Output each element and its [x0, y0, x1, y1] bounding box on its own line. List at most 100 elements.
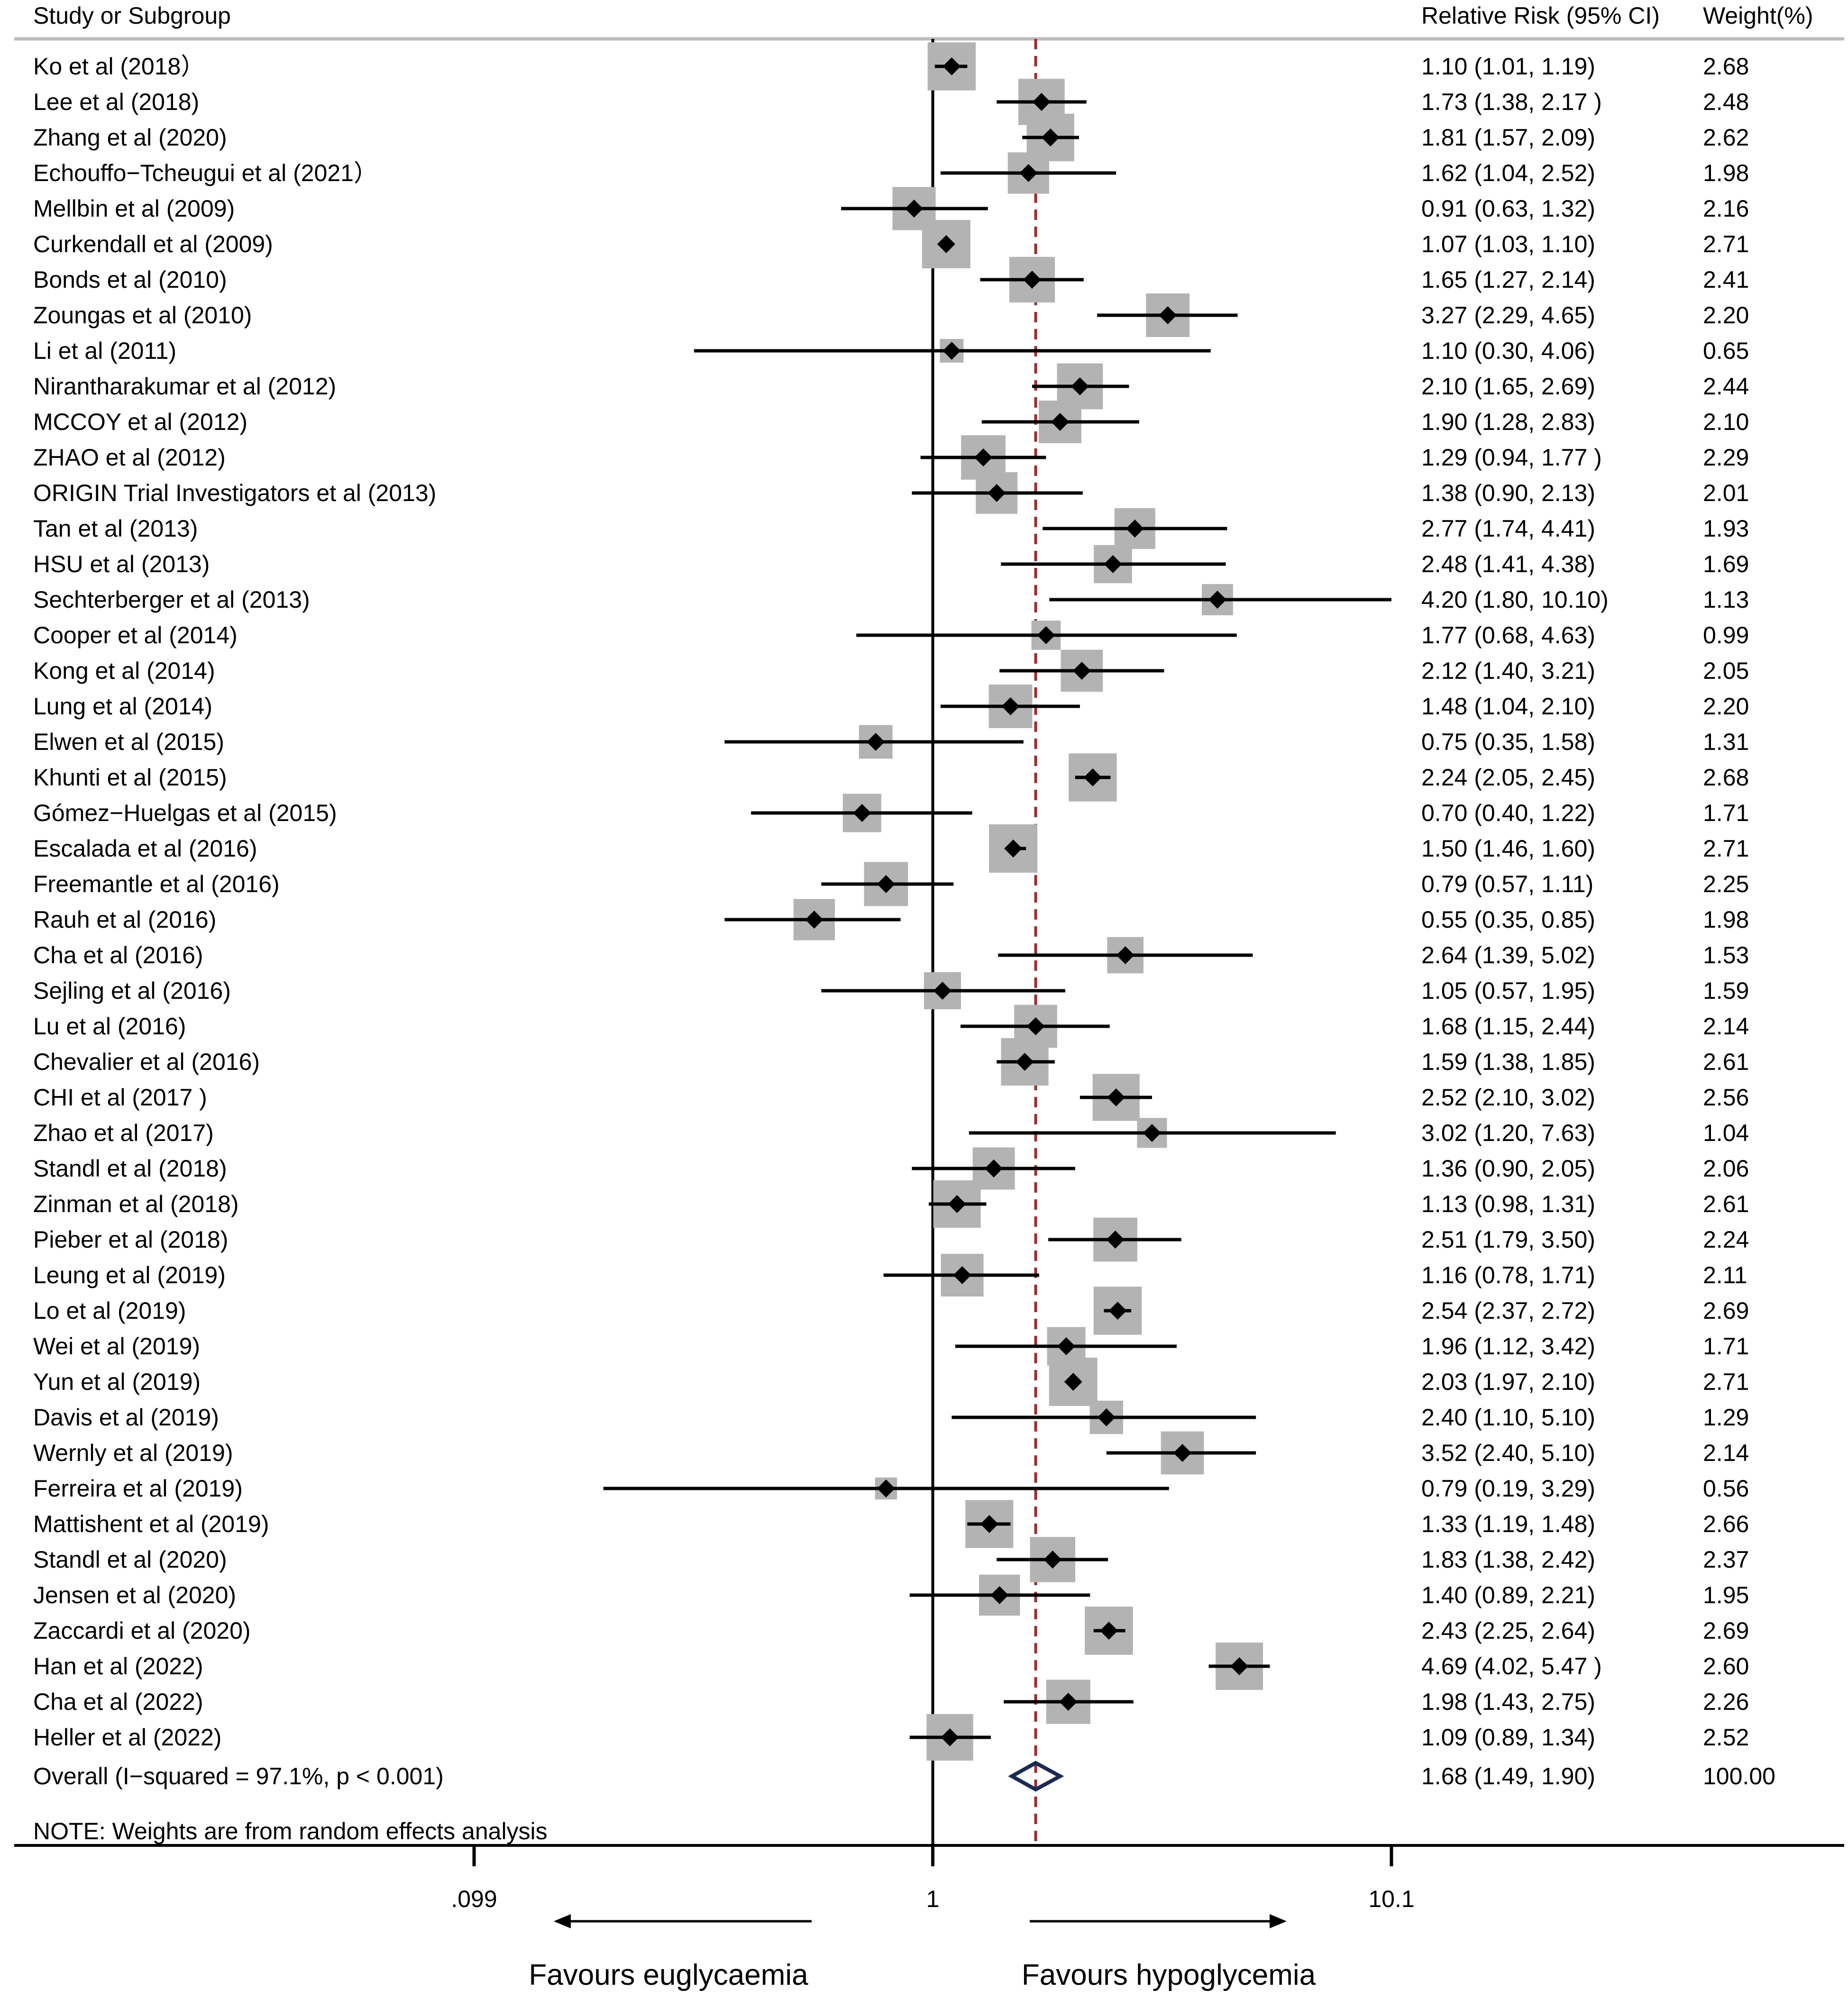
study-label: Sechterberger et al (2013) — [33, 586, 310, 613]
study-label: Cooper et al (2014) — [33, 622, 238, 648]
study-row: Gómez−Huelgas et al (2015) 0.70 (0.40, 1.… — [33, 794, 1749, 832]
weight-text: 1.04 — [1703, 1120, 1749, 1146]
ci-text: 1.59 (1.38, 1.85) — [1421, 1049, 1595, 1075]
arrow-right-head — [1270, 1914, 1287, 1928]
header-weight: Weight(%) — [1703, 2, 1813, 29]
estimate-marker — [1051, 413, 1070, 431]
study-label: Zhao et al (2017) — [33, 1120, 214, 1146]
estimate-marker — [1097, 1408, 1116, 1426]
weight-text: 1.13 — [1703, 586, 1749, 613]
estimate-marker — [1057, 1337, 1076, 1355]
weight-text: 1.93 — [1703, 515, 1749, 542]
study-row: Kong et al (2014) 2.12 (1.40, 3.21) 2.05 — [33, 649, 1749, 692]
study-row: Rauh et al (2016) 0.55 (0.35, 0.85) 1.98 — [33, 899, 1749, 940]
study-label: Zinman et al (2018) — [33, 1191, 239, 1217]
study-label: Elwen et al (2015) — [33, 729, 224, 755]
study-label: Mellbin et al (2009) — [33, 195, 235, 222]
study-row: Sejling et al (2016) 1.05 (0.57, 1.95) 1.5… — [33, 972, 1749, 1010]
ci-text: 1.13 (0.98, 1.31) — [1421, 1191, 1595, 1217]
study-row: Mattishent et al (2019) 1.33 (1.19, 1.48)… — [33, 1500, 1749, 1548]
weight-text: 2.10 — [1703, 409, 1749, 435]
weight-text: 1.69 — [1703, 551, 1749, 577]
ci-text: 1.33 (1.19, 1.48) — [1421, 1511, 1595, 1537]
ci-text: 4.20 (1.80, 10.10) — [1421, 586, 1609, 613]
weight-text: 1.31 — [1703, 729, 1749, 755]
weight-text: 2.37 — [1703, 1546, 1749, 1573]
ci-text: 0.75 (0.35, 1.58) — [1421, 729, 1595, 755]
estimate-marker — [1070, 377, 1089, 395]
study-label: Ferreira et al (2019) — [33, 1475, 243, 1502]
study-label: Sejling et al (2016) — [33, 977, 231, 1004]
weight-text: 2.44 — [1703, 373, 1749, 400]
ci-text: 2.52 (2.10, 3.02) — [1421, 1084, 1595, 1111]
weight-text: 2.66 — [1703, 1511, 1749, 1537]
ci-text: 2.40 (1.10, 5.10) — [1421, 1404, 1595, 1431]
study-label: MCCOY et al (2012) — [33, 409, 247, 435]
study-row: Lo et al (2019) 2.54 (2.37, 2.72) 2.69 — [33, 1287, 1749, 1335]
study-row: Escalada et al (2016) 1.50 (1.46, 1.60) 2.… — [33, 824, 1749, 873]
weight-text: 0.65 — [1703, 338, 1749, 364]
study-row: Lee et al (2018) 1.73 (1.38, 2.17 ) 2.48 — [33, 79, 1749, 125]
ci-text: 1.73 (1.38, 2.17 ) — [1421, 89, 1602, 115]
ci-text: 2.24 (2.05, 2.45) — [1421, 764, 1595, 791]
estimate-marker — [1043, 1551, 1062, 1569]
estimate-marker — [1023, 271, 1042, 289]
estimate-marker — [941, 1728, 959, 1746]
estimate-marker — [1143, 1124, 1161, 1142]
estimate-marker — [853, 804, 871, 822]
study-label: ORIGIN Trial Investigators et al (2013) — [33, 480, 436, 506]
estimate-marker — [1032, 93, 1051, 111]
study-row: Cha et al (2022) 1.98 (1.43, 2.75) 2.26 — [33, 1680, 1749, 1724]
estimate-marker — [867, 733, 885, 751]
weight-text: 1.71 — [1703, 800, 1749, 826]
study-row: Yun et al (2019) 2.03 (1.97, 2.10) 2.71 — [33, 1358, 1749, 1406]
study-rows: Ko et al (2018） 1.10 (1.01, 1.19) 2.68Lee … — [33, 42, 1749, 1761]
study-label: Zaccardi et al (2020) — [33, 1617, 251, 1644]
weight-text: 1.59 — [1703, 977, 1749, 1004]
ci-text: 1.09 (0.89, 1.34) — [1421, 1724, 1595, 1751]
weight-text: 2.41 — [1703, 266, 1749, 293]
weight-text: 2.25 — [1703, 871, 1749, 897]
study-row: Zaccardi et al (2020) 2.43 (2.25, 2.64) 2.… — [33, 1607, 1749, 1655]
estimate-marker — [980, 1515, 998, 1533]
header-relative-risk: Relative Risk (95% CI) — [1421, 2, 1660, 29]
estimate-marker — [1107, 1088, 1125, 1106]
estimate-marker — [877, 875, 895, 893]
ci-text: 2.10 (1.65, 2.69) — [1421, 373, 1595, 400]
study-label: Zhang et al (2020) — [33, 124, 227, 151]
ci-text: 0.70 (0.40, 1.22) — [1421, 800, 1595, 826]
estimate-marker — [1116, 946, 1134, 964]
ci-text: 1.38 (0.90, 2.13) — [1421, 480, 1595, 506]
overall-label: Overall (I−squared = 97.1%, p < 0.001) — [33, 1763, 444, 1789]
study-label: Standl et al (2018) — [33, 1155, 227, 1182]
weight-text: 2.61 — [1703, 1191, 1749, 1217]
ci-text: 1.48 (1.04, 2.10) — [1421, 693, 1595, 720]
weight-text: 1.98 — [1703, 160, 1749, 186]
study-label: Nirantharakumar et al (2012) — [33, 373, 336, 400]
study-row: Zhao et al (2017) 3.02 (1.20, 7.63) 1.04 — [33, 1118, 1749, 1148]
weight-text: 2.71 — [1703, 1369, 1749, 1395]
study-label: Cha et al (2022) — [33, 1689, 203, 1715]
ci-text: 2.64 (1.39, 5.02) — [1421, 942, 1595, 968]
study-row: Li et al (2011) 1.10 (0.30, 4.06) 0.65 — [33, 338, 1749, 364]
overall-weight: 100.00 — [1703, 1763, 1775, 1789]
ci-text: 4.69 (4.02, 5.47 ) — [1421, 1653, 1602, 1680]
study-label: HSU et al (2013) — [33, 551, 210, 577]
ci-text: 0.79 (0.57, 1.11) — [1421, 871, 1593, 897]
study-label: Ko et al (2018） — [33, 53, 204, 80]
ci-text: 1.36 (0.90, 2.05) — [1421, 1155, 1595, 1182]
study-row: Lung et al (2014) 1.48 (1.04, 2.10) 2.20 — [33, 685, 1749, 728]
ci-text: 1.29 (0.94, 1.77 ) — [1421, 444, 1602, 471]
study-row: Sechterberger et al (2013) 4.20 (1.80, 10… — [33, 584, 1749, 615]
weight-text: 2.71 — [1703, 231, 1749, 257]
study-row: Lu et al (2016) 1.68 (1.15, 2.44) 2.14 — [33, 1004, 1749, 1048]
ci-text: 1.68 (1.15, 2.44) — [1421, 1013, 1595, 1040]
ci-text: 2.77 (1.74, 4.41) — [1421, 515, 1595, 542]
estimate-marker — [990, 1586, 1009, 1604]
weight-text: 2.16 — [1703, 195, 1749, 222]
x-tick-label: 1 — [926, 1886, 940, 1912]
ci-text: 1.83 (1.38, 2.42) — [1421, 1546, 1595, 1573]
study-row: Ko et al (2018） 1.10 (1.01, 1.19) 2.68 — [33, 42, 1749, 91]
weight-text: 2.14 — [1703, 1440, 1749, 1466]
